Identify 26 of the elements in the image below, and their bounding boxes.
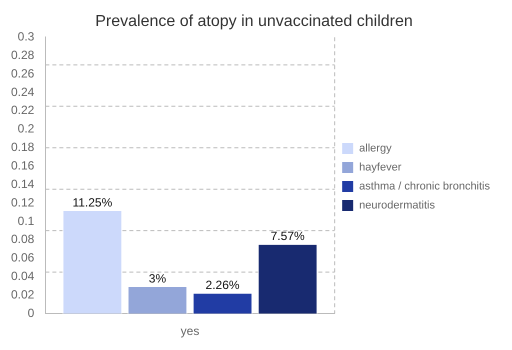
data-label: 2.26% (206, 278, 240, 292)
y-tick-label: 0.1 (18, 214, 35, 228)
y-tick-label: 0.06 (10, 250, 35, 265)
y-tick-label: 0.26 (10, 66, 35, 80)
y-tick-label: 0.28 (10, 48, 35, 62)
y-tick-label: 0.3 (18, 30, 35, 44)
x-tick-label: yes (180, 324, 200, 338)
y-tick-label: 0.2 (18, 122, 35, 136)
legend-label: allergy (359, 142, 392, 155)
data-label: 7.57% (270, 229, 305, 244)
y-tick-label: 0.22 (10, 103, 35, 118)
data-label: 11.25% (72, 195, 113, 210)
y-tick-label: 0.14 (10, 176, 35, 191)
legend-label: neurodermatitis (359, 200, 436, 212)
y-tick-label: 0.08 (10, 232, 35, 246)
y-tick-label: 0.02 (10, 287, 35, 302)
data-label: 3% (148, 271, 166, 286)
y-tick-label: 0.12 (10, 195, 35, 210)
legend-label: hayfever (359, 162, 402, 174)
y-tick-label: 0.18 (10, 140, 35, 154)
chart-title: Prevalence of atopy in unvaccinated children (95, 13, 413, 30)
legend-label: asthma / chronic bronchitis (359, 180, 490, 193)
y-tick-label: 0 (28, 306, 35, 320)
y-tick-label: 0.16 (10, 158, 35, 172)
y-tick-label: 0.04 (10, 269, 35, 284)
y-tick-label: 0.24 (10, 84, 35, 99)
